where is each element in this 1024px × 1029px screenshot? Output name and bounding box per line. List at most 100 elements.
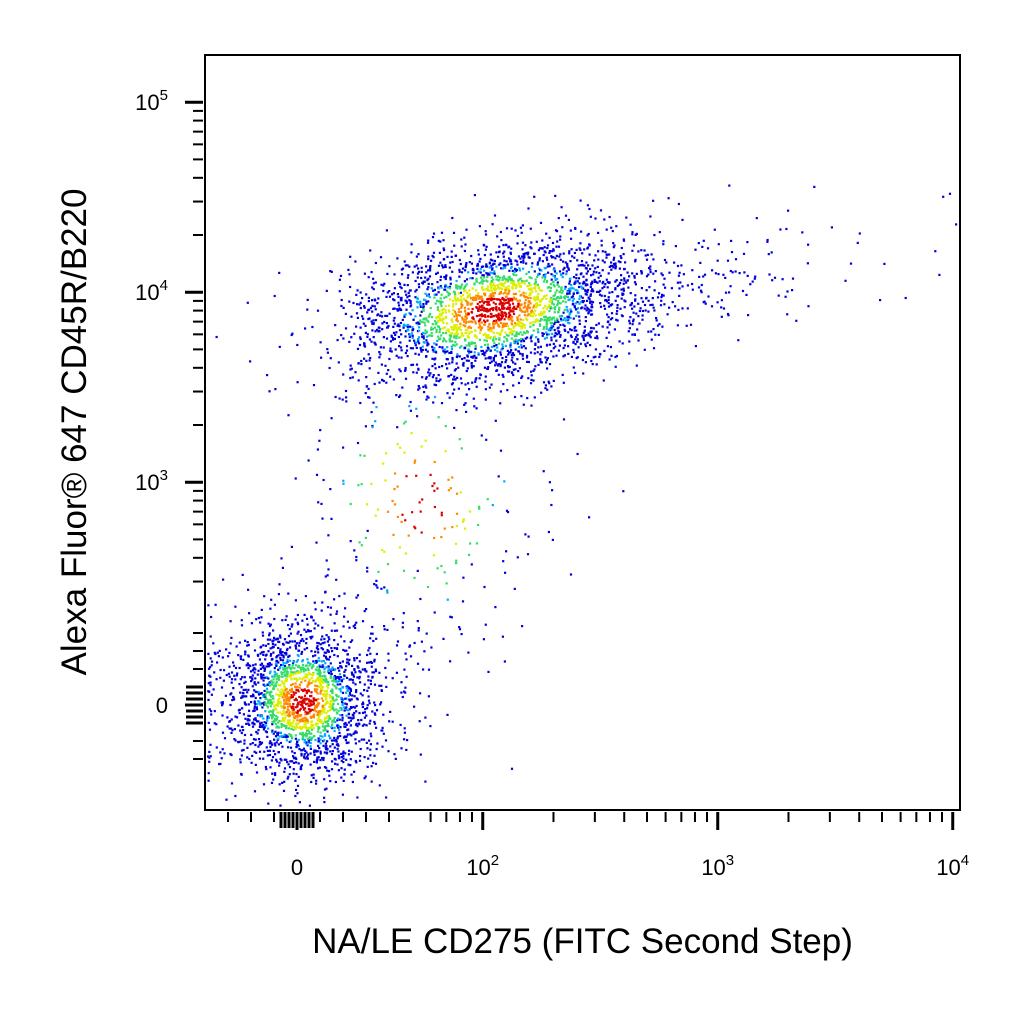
scatter-point — [651, 303, 654, 306]
scatter-point — [227, 672, 230, 675]
scatter-point — [355, 704, 358, 708]
scatter-point — [551, 489, 554, 492]
scatter-point — [266, 749, 269, 752]
scatter-point — [295, 773, 298, 776]
scatter-point — [519, 294, 522, 297]
scatter-point — [619, 307, 622, 310]
scatter-point — [295, 726, 298, 729]
scatter-point — [537, 346, 540, 349]
scatter-point — [357, 722, 360, 725]
scatter-point — [246, 719, 249, 722]
scatter-point — [495, 278, 498, 281]
scatter-point — [716, 259, 719, 262]
scatter-point — [631, 233, 634, 236]
scatter-point — [444, 276, 447, 279]
scatter-point — [582, 337, 585, 340]
scatter-point — [266, 687, 269, 690]
scatter-point — [403, 727, 406, 730]
scatter-point — [589, 293, 592, 296]
scatter-point — [317, 713, 321, 716]
scatter-point — [361, 724, 364, 727]
scatter-point — [450, 326, 453, 329]
scatter-point — [413, 641, 416, 645]
scatter-point — [367, 396, 370, 399]
scatter-point — [594, 336, 597, 339]
scatter-point — [550, 317, 553, 320]
scatter-point — [383, 320, 386, 324]
scatter-point — [239, 761, 242, 764]
scatter-point — [376, 302, 379, 305]
scatter-point — [579, 199, 582, 202]
scatter-point — [630, 302, 633, 305]
scatter-point — [219, 676, 222, 679]
scatter-point — [380, 729, 383, 732]
scatter-point — [370, 765, 373, 768]
scatter-point — [592, 270, 595, 273]
scatter-point — [531, 315, 534, 318]
scatter-point — [295, 688, 298, 692]
scatter-point — [529, 321, 533, 324]
scatter-point — [590, 330, 593, 333]
scatter-point — [249, 664, 252, 667]
scatter-point — [514, 229, 517, 232]
scatter-point — [427, 396, 430, 399]
scatter-point — [510, 281, 513, 284]
scatter-point — [538, 257, 541, 260]
scatter-point — [311, 665, 314, 668]
scatter-point — [440, 314, 443, 317]
scatter-point — [372, 288, 375, 291]
scatter-point — [582, 338, 585, 342]
scatter-point — [481, 349, 484, 353]
scatter-point — [618, 283, 621, 286]
scatter-point — [364, 775, 367, 778]
scatter-point — [592, 273, 595, 276]
scatter-point — [558, 290, 561, 293]
scatter-point — [554, 194, 557, 197]
scatter-point — [313, 661, 316, 664]
scatter-point — [336, 724, 339, 727]
scatter-point — [558, 255, 561, 258]
scatter-point — [282, 656, 285, 659]
scatter-point — [737, 339, 740, 342]
scatter-point — [242, 748, 245, 752]
scatter-point — [494, 361, 497, 364]
scatter-point — [426, 288, 429, 291]
scatter-point — [315, 698, 318, 701]
scatter-point — [420, 310, 423, 313]
scatter-point — [856, 241, 859, 244]
scatter-point — [386, 326, 389, 329]
scatter-point — [629, 304, 632, 307]
scatter-point — [269, 740, 272, 743]
scatter-point — [382, 284, 385, 287]
scatter-point — [442, 258, 445, 261]
scatter-point — [325, 695, 328, 698]
scatter-point — [264, 695, 267, 699]
scatter-point — [631, 333, 634, 336]
scatter-point — [569, 328, 572, 331]
scatter-point — [240, 619, 243, 622]
scatter-point — [465, 393, 468, 396]
scatter-point — [474, 359, 477, 362]
scatter-point — [274, 753, 277, 756]
scatter-point — [535, 290, 538, 293]
scatter-point — [360, 359, 363, 363]
scatter-point — [446, 350, 449, 353]
scatter-point — [368, 308, 371, 311]
scatter-point — [594, 348, 597, 351]
scatter-point — [595, 290, 599, 293]
scatter-point — [454, 295, 457, 298]
scatter-point — [345, 691, 348, 694]
scatter-point — [514, 284, 517, 287]
scatter-point — [274, 735, 278, 738]
scatter-point — [455, 524, 459, 528]
scatter-point — [376, 586, 379, 589]
scatter-point — [384, 364, 387, 367]
scatter-point — [277, 593, 280, 596]
scatter-point — [475, 298, 478, 301]
scatter-point — [208, 728, 212, 731]
scatter-point — [371, 424, 374, 428]
scatter-point — [510, 247, 513, 250]
scatter-point — [699, 261, 702, 264]
scatter-point — [245, 722, 248, 725]
